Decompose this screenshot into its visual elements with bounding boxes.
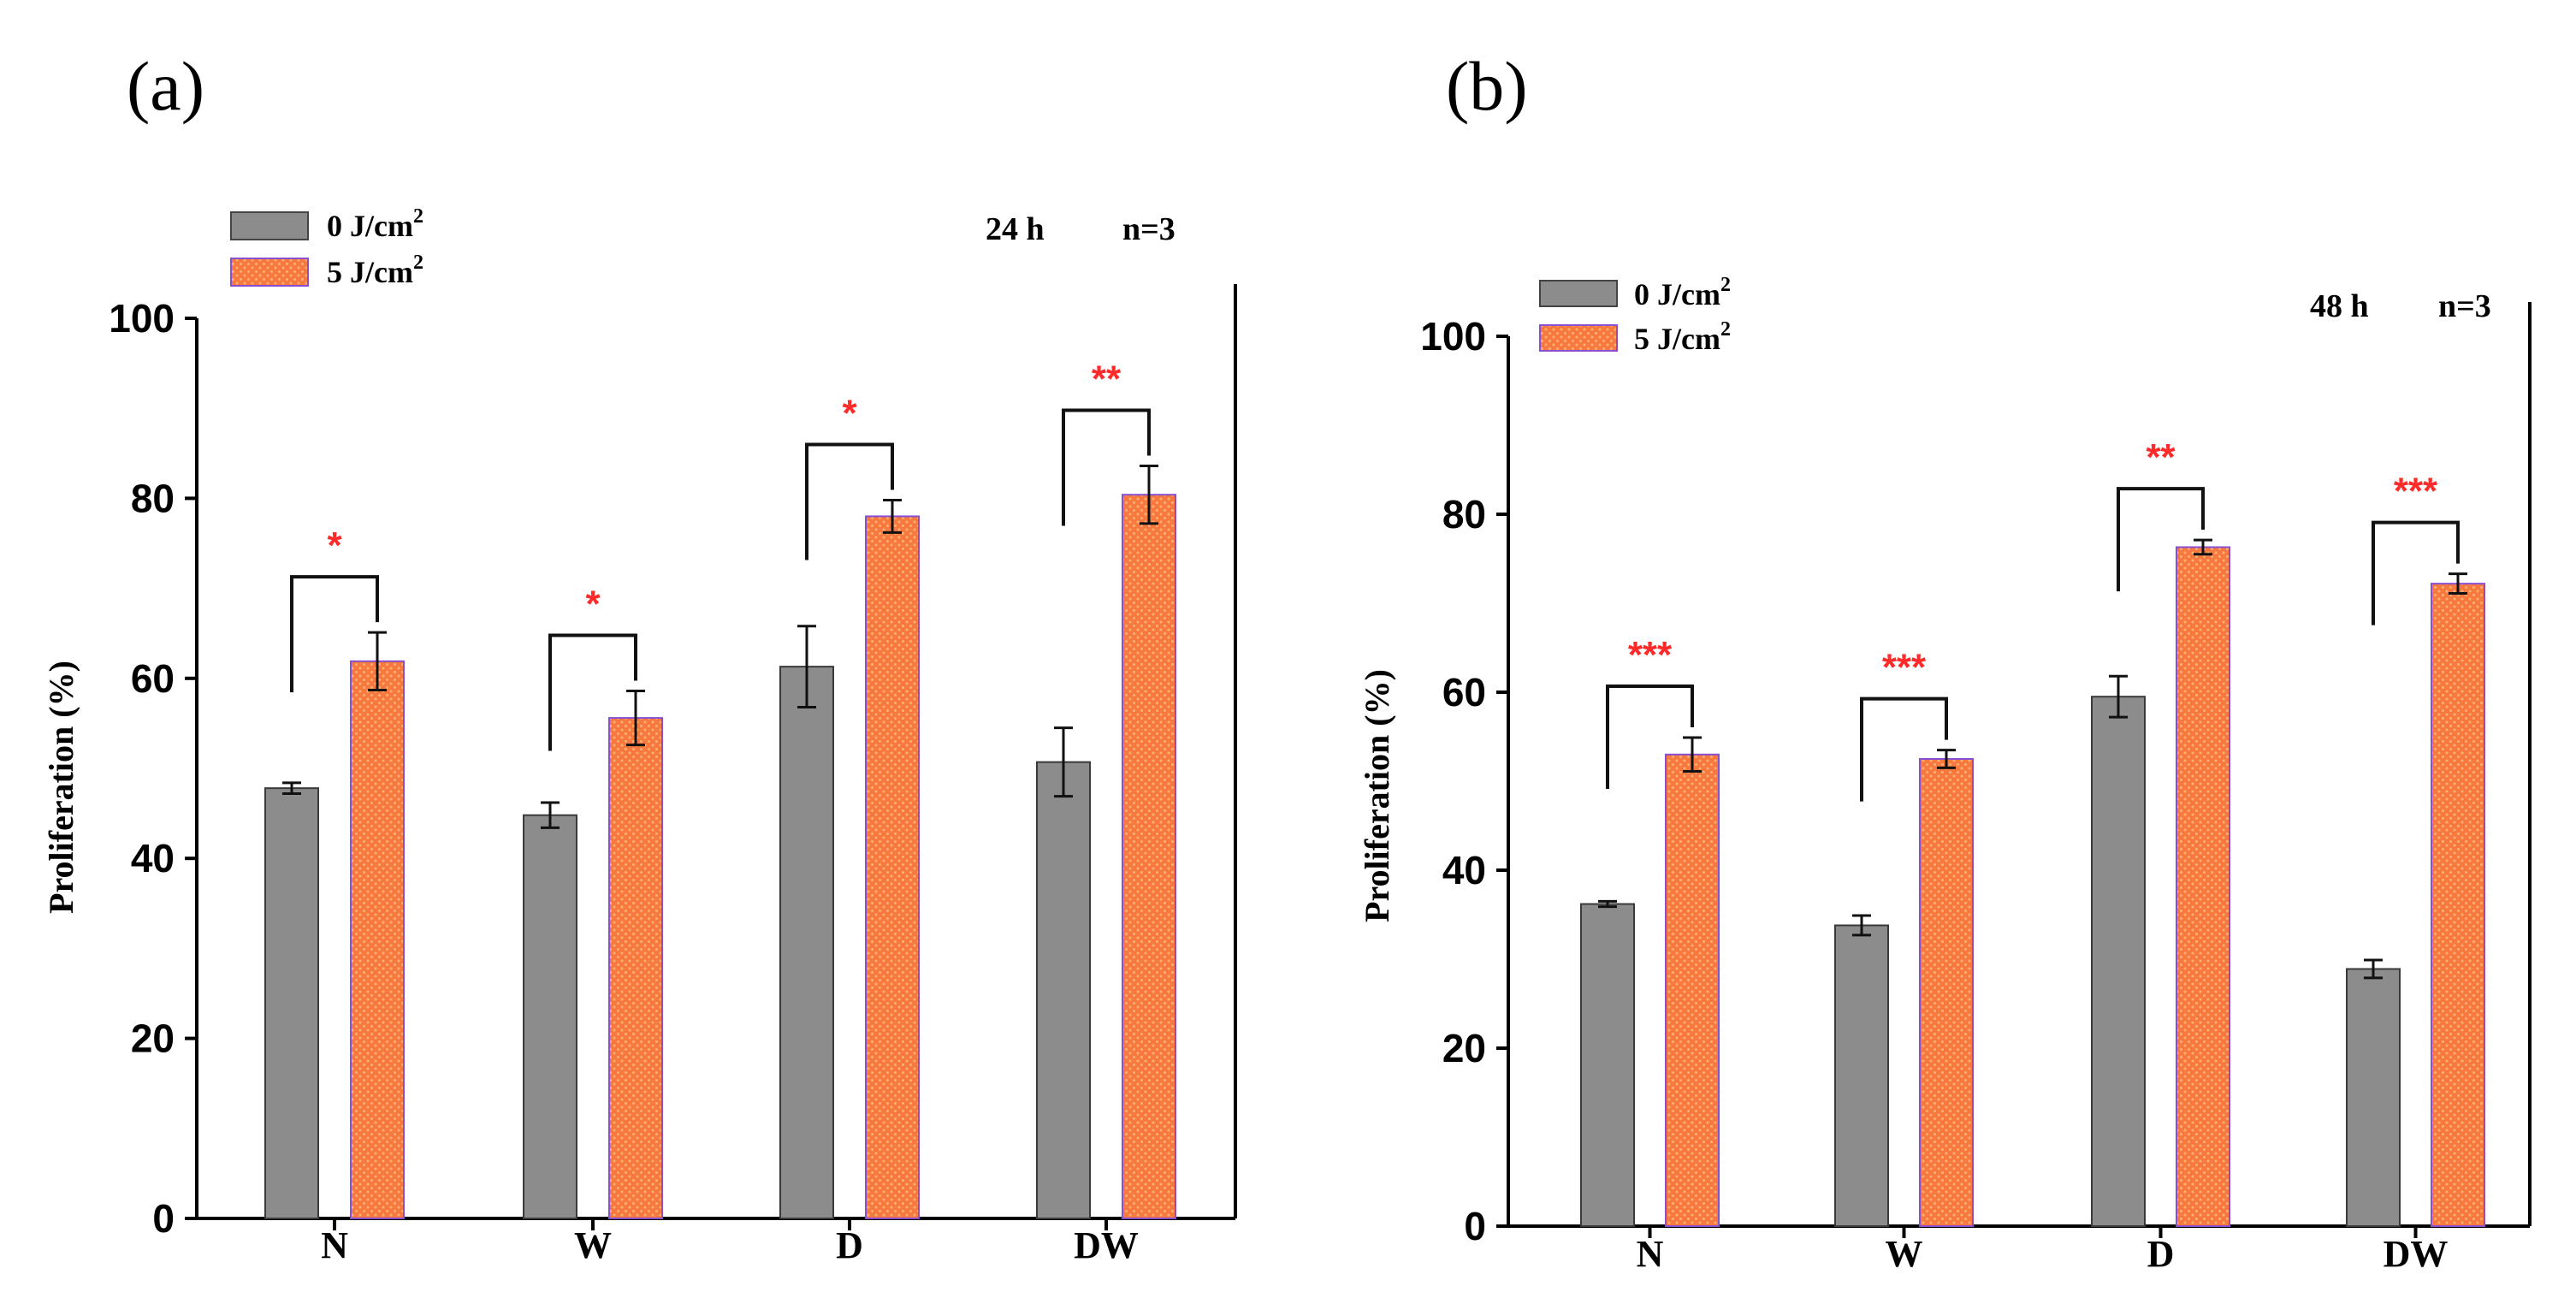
y-axis-title-b: Proliferation (%) — [1358, 669, 1396, 922]
bar-treated-b-DW — [2431, 583, 2485, 1227]
plot-area-a: 0 20 40 60 80 100 N * W * D * DW ** — [109, 284, 1237, 1266]
legend-label-treated-a: 5 J/cm2 — [327, 252, 423, 289]
significance-label-a-N: * — [327, 525, 342, 566]
error-bar-treated-b-N — [1683, 736, 1702, 774]
y-tick-label-a: 20 — [131, 1017, 175, 1061]
bar-control-a-W — [523, 814, 577, 1219]
category-label-a: W — [574, 1224, 612, 1266]
y-tick-label-b: 60 — [1442, 670, 1486, 714]
bar-treated-b-D — [2176, 546, 2230, 1227]
legend-b: 0 J/cm2 5 J/cm2 — [1539, 274, 1731, 356]
bar-control-b-D — [2091, 696, 2146, 1227]
category-label-b: D — [2147, 1233, 2175, 1275]
significance-bracket-a-W — [548, 633, 637, 751]
bar-control-b-W — [1834, 924, 1889, 1227]
error-bar-control-a-DW — [1054, 726, 1073, 798]
significance-bracket-b-W — [1860, 696, 1948, 802]
time-label-a: 24 h — [986, 211, 1045, 247]
error-bar-control-b-N — [1598, 899, 1617, 909]
y-tick-label-a: 0 — [152, 1196, 175, 1241]
bar-treated-a-DW — [1122, 494, 1176, 1219]
chart-panel-a: (a) 0 J/cm2 5 J/cm2 24 h n=3 Proliferati… — [42, 47, 1237, 1266]
error-bar-control-a-W — [541, 801, 560, 829]
error-bar-treated-a-DW — [1140, 465, 1158, 525]
significance-bracket-b-N — [1606, 685, 1694, 790]
bar-treated-b-W — [1919, 758, 1974, 1227]
bar-treated-a-N — [350, 660, 405, 1219]
significance-label-b-D: ** — [2146, 436, 2176, 478]
significance-label-a-W: * — [585, 584, 601, 625]
legend-label-control-b: 0 J/cm2 — [1634, 274, 1731, 311]
category-label-a: DW — [1074, 1224, 1139, 1266]
significance-label-b-W: *** — [1882, 647, 1927, 689]
y-tick-label-b: 40 — [1442, 848, 1486, 892]
n-label-b: n=3 — [2438, 288, 2491, 324]
error-bar-treated-b-D — [2194, 538, 2212, 556]
significance-bracket-a-DW — [1062, 408, 1151, 526]
significance-label-a-DW: ** — [1092, 359, 1122, 400]
y-tick-label-a: 100 — [109, 296, 175, 341]
n-label-a: n=3 — [1122, 211, 1175, 247]
error-bar-control-b-D — [2109, 674, 2128, 719]
error-bar-control-b-W — [1852, 914, 1871, 937]
panel-label-b: (b) — [1446, 47, 1528, 125]
legend-swatch-treated-a — [230, 258, 309, 287]
significance-bracket-b-DW — [2372, 520, 2460, 625]
bar-control-b-DW — [2346, 968, 2401, 1227]
y-axis-title-a: Proliferation (%) — [42, 661, 80, 914]
bar-treated-b-N — [1665, 753, 1720, 1227]
bar-control-a-DW — [1036, 761, 1091, 1219]
legend-swatch-control-a — [230, 211, 309, 240]
bar-control-b-N — [1580, 903, 1635, 1228]
significance-label-a-D: * — [842, 393, 857, 435]
category-label-b: W — [1886, 1233, 1923, 1275]
category-label-a: D — [836, 1224, 863, 1266]
error-bar-control-a-D — [797, 625, 816, 708]
error-bar-control-a-N — [282, 781, 301, 795]
significance-label-b-DW: *** — [2394, 471, 2438, 513]
error-bar-treated-a-W — [626, 690, 645, 747]
error-bar-control-b-DW — [2364, 958, 2383, 980]
significance-bracket-a-N — [290, 575, 379, 693]
category-label-b: DW — [2384, 1233, 2449, 1275]
y-tick-label-b: 80 — [1442, 492, 1486, 536]
category-label-b: N — [1637, 1233, 1664, 1275]
bar-treated-a-D — [865, 515, 920, 1219]
y-tick-label-b: 100 — [1420, 314, 1486, 359]
error-bar-treated-b-W — [1937, 749, 1956, 769]
category-label-a: N — [321, 1224, 348, 1266]
panel-label-a: (a) — [127, 47, 204, 125]
y-tick-label-a: 60 — [131, 656, 175, 701]
plot-area-b: 0 20 40 60 80 100 N *** W *** D ** DW *** — [1420, 302, 2532, 1275]
significance-label-b-N: *** — [1628, 634, 1673, 676]
significance-bracket-b-D — [2117, 487, 2205, 592]
significance-bracket-a-D — [805, 442, 894, 560]
y-tick-label-a: 40 — [131, 836, 175, 880]
bar-treated-a-W — [608, 717, 663, 1219]
y-tick-label-b: 20 — [1442, 1026, 1486, 1070]
legend-swatch-treated-b — [1539, 324, 1618, 352]
error-bar-treated-a-D — [883, 499, 902, 534]
error-bar-treated-b-DW — [2449, 572, 2467, 596]
legend-label-treated-b: 5 J/cm2 — [1634, 318, 1731, 356]
legend-label-control-a: 0 J/cm2 — [327, 205, 423, 243]
legend-a: 0 J/cm2 5 J/cm2 — [230, 205, 423, 289]
error-bar-treated-a-N — [368, 631, 387, 691]
legend-swatch-control-b — [1539, 280, 1618, 307]
chart-panel-b: (b) 0 J/cm2 5 J/cm2 48 h n=3 Proliferati… — [1358, 47, 2532, 1275]
time-label-b: 48 h — [2310, 288, 2369, 324]
y-tick-label-b: 0 — [1464, 1204, 1486, 1248]
bar-control-a-D — [779, 666, 834, 1219]
y-tick-label-a: 80 — [131, 476, 175, 520]
bar-control-a-N — [264, 787, 319, 1219]
